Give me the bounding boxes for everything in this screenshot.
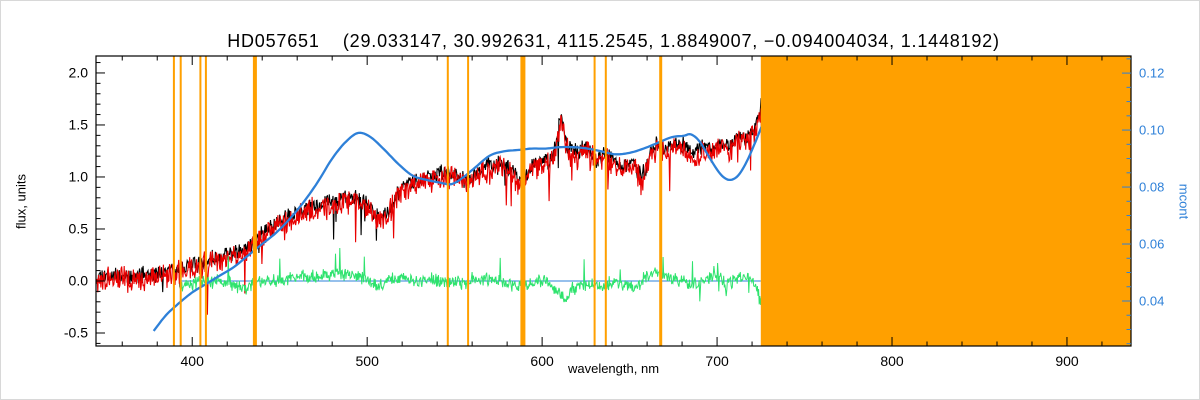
marker-line: [659, 56, 663, 346]
y-left-tick-label: 0.5: [69, 221, 89, 237]
marker-line: [252, 56, 257, 346]
y-right-tick-label: 0.06: [1139, 237, 1164, 252]
marker-line: [172, 56, 175, 346]
marker-line: [179, 56, 182, 346]
marker-line: [199, 56, 202, 346]
plot-series-layer: [96, 96, 766, 332]
x-axis-label: wavelength, nm: [567, 361, 660, 376]
x-tick-label: 700: [705, 353, 729, 369]
marker-line: [446, 56, 449, 346]
axis-ticks-layer: [96, 56, 1131, 346]
y-axis-label-right: mcont: [1176, 183, 1192, 220]
y-left-tick-label: 2.0: [69, 65, 89, 81]
y-right-tick-label: 0.04: [1139, 294, 1164, 309]
y-left-tick-label: 1.5: [69, 117, 89, 133]
marker-line: [204, 56, 207, 346]
x-tick-label: 400: [181, 353, 205, 369]
axis-tick-labels-layer: 400 500 600 700 800 900 2.0 1.5 1.0 0.5 0.0 -0.5 0.1…: [64, 65, 1164, 370]
x-tick-label: 600: [530, 353, 554, 369]
y-right-tick-label: 0.12: [1139, 66, 1164, 81]
residuals-curve: [179, 247, 765, 316]
marker-line: [593, 56, 596, 346]
fitted-spectrum-curve: [96, 102, 765, 315]
masked-region: [760, 56, 1131, 346]
y-left-tick-label: -0.5: [64, 325, 88, 341]
x-tick-label: 800: [880, 353, 904, 369]
x-tick-label: 500: [356, 353, 380, 369]
marker-line: [467, 56, 470, 346]
y-right-tick-label: 0.10: [1139, 123, 1164, 138]
marker-line: [520, 56, 526, 346]
y-left-tick-label: 1.0: [69, 169, 89, 185]
y-axis-label-left: flux, units: [13, 174, 29, 229]
marker-lines-layer: [172, 56, 663, 346]
x-tick-label: 900: [1055, 353, 1079, 369]
y-left-tick-label: 0.0: [69, 273, 89, 289]
continuum-mcont-curve: [152, 120, 766, 332]
marker-line: [604, 56, 607, 346]
chart-title: HD057651 (29.033147, 30.992631, 4115.254…: [227, 31, 1000, 51]
y-right-tick-label: 0.08: [1139, 180, 1164, 195]
